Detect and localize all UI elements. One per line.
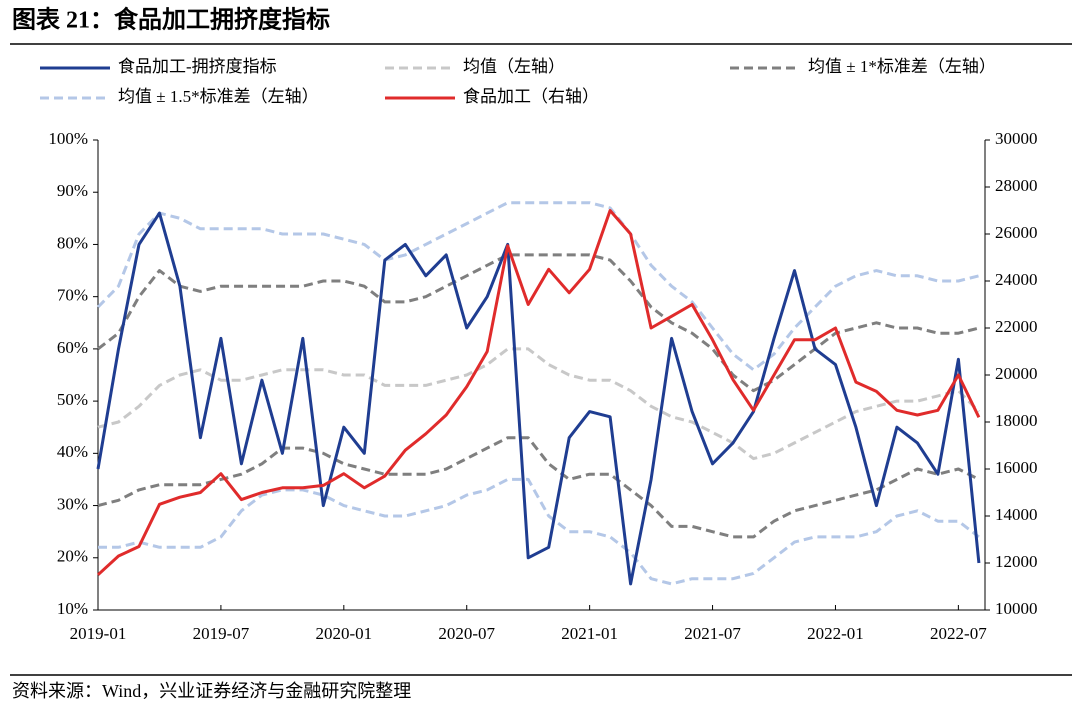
x-tick-label: 2020-01 [315,624,372,643]
series-line [96,211,981,586]
source-note: 资料来源：Wind，兴业证券经济与金融研究院整理 [12,681,411,701]
y2-tick-label: 20000 [995,364,1038,383]
legend-label: 均值 ± 1*标准差（左轴） [808,57,996,76]
series-line [97,253,980,393]
legend-label: 均值（左轴） [463,57,565,76]
y-tick-label: 10% [57,599,88,618]
series-line [98,477,980,586]
series-line [97,347,980,461]
y-tick-label: 30% [57,494,88,513]
x-tick-label: 2020-07 [438,624,495,643]
legend-label: 均值 ± 1.5*标准差（左轴） [118,87,319,106]
x-tick-label: 2022-07 [930,624,987,643]
x-tick-label: 2019-01 [70,624,127,643]
series-line [96,209,981,576]
series-line [96,201,980,372]
y2-tick-label: 28000 [995,176,1038,195]
y2-tick-label: 22000 [995,317,1038,336]
y-tick-label: 100% [48,129,88,148]
y2-tick-label: 14000 [995,505,1038,524]
y2-tick-label: 26000 [995,223,1038,242]
y-tick-label: 80% [57,233,88,252]
y2-tick-label: 10000 [995,599,1038,618]
y-tick-label: 60% [57,338,88,357]
y2-tick-label: 24000 [995,270,1038,289]
x-tick-label: 2021-07 [684,624,741,643]
legend-label: 食品加工（右轴） [463,87,599,106]
y2-tick-label: 30000 [995,129,1038,148]
y2-tick-label: 12000 [995,552,1038,571]
y-tick-label: 50% [57,390,88,409]
chart-title: 图表 21：食品加工拥挤度指标 [12,6,330,34]
x-tick-label: 2021-01 [561,624,618,643]
y2-tick-label: 18000 [995,411,1038,430]
y-tick-label: 90% [57,181,88,200]
legend-label: 食品加工-拥挤度指标 [118,57,277,76]
y2-tick-label: 16000 [995,458,1038,477]
x-tick-label: 2022-01 [807,624,864,643]
y-tick-label: 40% [57,442,88,461]
y-tick-label: 20% [57,547,88,566]
x-tick-label: 2019-07 [193,624,250,643]
y-tick-label: 70% [57,286,88,305]
